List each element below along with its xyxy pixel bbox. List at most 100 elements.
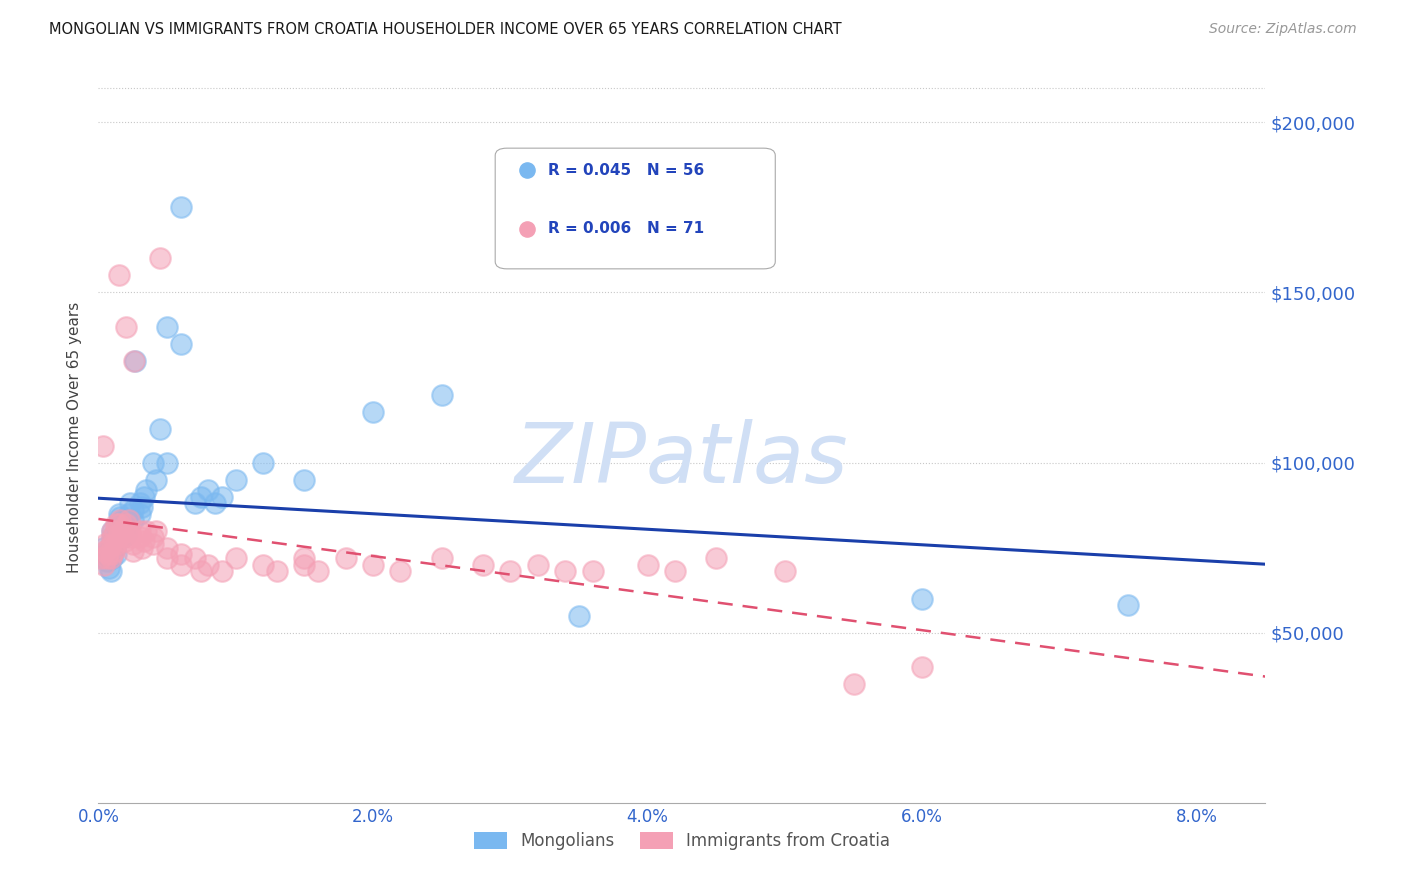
Point [111,524,134,538]
Point [664,565,686,579]
Point [430,550,453,565]
Point [107,524,129,538]
Point [108,516,131,531]
Point [128,496,150,510]
Point [911,591,934,606]
Point [112,531,135,545]
Point [122,353,145,368]
Text: MONGOLIAN VS IMMIGRANTS FROM CROATIA HOUSEHOLDER INCOME OVER 65 YEARS CORRELATIO: MONGOLIAN VS IMMIGRANTS FROM CROATIA HOU… [49,22,842,37]
Point [225,550,247,565]
Point [132,490,155,504]
Point [121,513,143,527]
Text: R = 0.045   N = 56: R = 0.045 N = 56 [548,162,704,178]
Point [292,550,315,565]
Point [211,490,233,504]
Point [204,496,226,510]
Point [120,531,142,545]
Point [97,550,120,565]
Point [170,336,193,351]
Point [110,513,132,527]
Point [307,565,329,579]
Y-axis label: Householder Income Over 65 years: Householder Income Over 65 years [67,301,83,573]
Point [94,548,117,562]
Point [145,524,167,538]
Point [1116,599,1139,613]
Point [266,565,288,579]
Point [142,456,165,470]
Point [100,565,122,579]
Point [121,503,143,517]
Point [96,554,118,568]
Point [91,541,114,555]
Point [170,201,193,215]
Point [110,510,132,524]
Point [499,565,522,579]
Point [108,507,131,521]
Point [111,513,134,527]
Point [128,524,150,538]
Point [361,558,384,572]
Point [104,524,127,538]
Point [96,550,118,565]
Point [114,533,136,548]
Point [112,524,135,538]
Point [156,456,179,470]
Point [108,268,131,283]
Point [156,541,179,555]
Point [292,558,315,572]
Point [142,531,165,545]
Point [704,550,727,565]
Point [252,456,274,470]
FancyBboxPatch shape [495,148,775,268]
Point [131,541,153,555]
Point [101,544,124,558]
Point [773,565,796,579]
Point [149,421,172,435]
Point [104,541,127,555]
Point [98,561,121,575]
Point [103,544,125,558]
Point [105,548,128,562]
Point [190,565,212,579]
Point [582,565,605,579]
Point [124,353,146,368]
Point [471,558,494,572]
Point [292,473,315,487]
Point [131,500,153,514]
Point [115,527,138,541]
Point [118,496,141,510]
Point [335,550,357,565]
Point [149,252,172,266]
Point [128,531,150,545]
Point [101,537,124,551]
Legend: Mongolians, Immigrants from Croatia: Mongolians, Immigrants from Croatia [467,825,897,856]
Point [97,548,120,562]
Point [128,507,150,521]
Point [101,537,124,551]
Point [101,550,124,565]
Point [145,473,167,487]
Point [118,524,141,538]
Point [183,550,205,565]
Point [115,319,138,334]
Point [252,558,274,572]
Point [101,548,124,562]
Point [93,558,115,572]
Point [115,520,138,534]
Point [156,550,179,565]
Point [98,541,121,555]
Point [842,677,865,691]
Point [104,533,127,548]
Point [90,550,112,565]
Point [197,483,219,497]
Point [526,558,548,572]
Point [121,537,143,551]
Point [115,524,138,538]
Point [114,516,136,531]
Point [142,537,165,551]
Text: Source: ZipAtlas.com: Source: ZipAtlas.com [1209,22,1357,37]
Point [135,483,157,497]
Point [107,531,129,545]
Point [101,531,124,545]
Point [121,544,143,558]
